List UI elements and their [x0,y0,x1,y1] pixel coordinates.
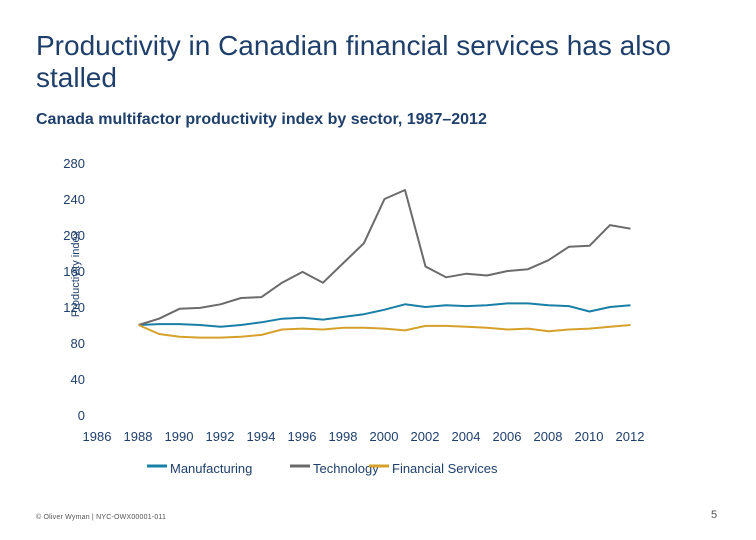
y-tick-label: 80 [71,336,85,351]
x-tick-label: 1988 [124,429,153,444]
y-tick-label: 280 [63,156,85,171]
x-tick-label: 2002 [411,429,440,444]
legend-label: Financial Services [392,461,498,476]
chart-subtitle: Canada multifactor productivity index by… [36,111,487,128]
y-tick-label: 240 [63,192,85,207]
series-line-financial-services [138,324,631,339]
x-tick-label: 1986 [83,429,112,444]
x-tick-label: 2012 [616,429,645,444]
y-axis-label: Productivity index [70,230,82,317]
x-tick-label: 2010 [575,429,604,444]
series-line-manufacturing [138,302,631,328]
y-tick-label: 160 [63,264,85,279]
x-tick-label: 2006 [493,429,522,444]
x-tick-label: 2008 [534,429,563,444]
y-tick-label: 40 [71,372,85,387]
x-tick-label: 2000 [370,429,399,444]
x-tick-label: 1990 [165,429,194,444]
footer-copyright: © Oliver Wyman | NYC-OWX00001-011 [36,514,167,521]
x-tick-label: 1992 [206,429,235,444]
y-tick-label: 120 [63,300,85,315]
page-number: 5 [711,509,718,521]
y-tick-label: 0 [78,408,85,423]
series-line-technology [138,189,631,326]
y-tick-label: 200 [63,228,85,243]
x-tick-label: 2004 [452,429,481,444]
legend-label: Manufacturing [170,461,252,476]
legend-label: Technology [313,461,379,476]
x-tick-label: 1998 [329,429,358,444]
x-tick-label: 1996 [288,429,317,444]
x-tick-label: 1994 [247,429,276,444]
page-title: Productivity in Canadian financial servi… [36,30,671,93]
